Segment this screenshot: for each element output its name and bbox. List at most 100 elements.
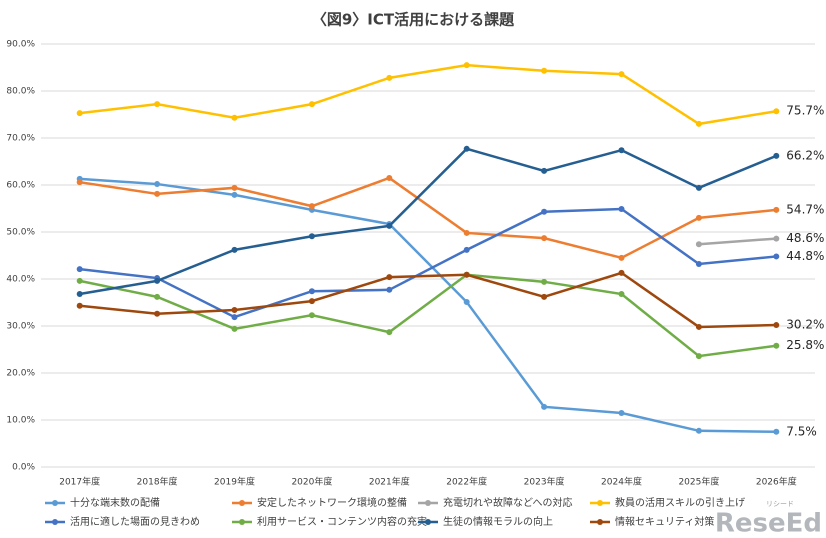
y-tick-label: 40.0% [6, 275, 35, 285]
point [231, 184, 238, 191]
point [541, 167, 548, 174]
point [231, 325, 238, 332]
watermark-sub: リシード [766, 500, 794, 508]
y-tick-label: 70.0% [6, 134, 35, 144]
point [695, 214, 702, 221]
legend-label: 安定したネットワーク環境の整備 [257, 496, 407, 509]
point [541, 278, 548, 285]
point [618, 205, 625, 212]
series-line [79, 63, 777, 126]
point [231, 114, 238, 121]
y-tick-label: 20.0% [6, 369, 35, 379]
point [308, 288, 315, 295]
point [541, 67, 548, 74]
legend-label: 生徒の情報モラルの向上 [443, 515, 553, 528]
legend-dot [425, 519, 431, 525]
value-label: 44.8% [786, 249, 824, 263]
point [76, 302, 83, 309]
point [154, 181, 161, 188]
y-tick-label: 50.0% [6, 228, 35, 238]
point [695, 120, 702, 127]
series-line [79, 207, 777, 319]
point [231, 307, 238, 314]
point [773, 108, 780, 115]
value-label: 30.2% [786, 318, 824, 332]
point [76, 179, 83, 186]
point [154, 310, 161, 317]
legend-label: 活用に適した場面の見きわめ [70, 515, 200, 528]
point [154, 101, 161, 108]
point [695, 260, 702, 267]
series-line [79, 273, 777, 358]
point [308, 101, 315, 108]
legend-dot [239, 500, 245, 506]
point [695, 427, 702, 434]
legend-dot [239, 519, 245, 525]
point [618, 71, 625, 78]
series-line [698, 237, 777, 246]
legend-label: 充電切れや故障などへの対応 [443, 496, 573, 509]
x-tick-label: 2023年度 [524, 476, 565, 488]
value-label: 66.2% [786, 148, 824, 162]
point [618, 291, 625, 298]
point [308, 233, 315, 240]
x-tick-label: 2026年度 [756, 476, 797, 488]
x-tick-label: 2018年度 [137, 476, 178, 488]
point [463, 229, 470, 236]
point [541, 235, 548, 242]
point [76, 110, 83, 117]
point [695, 241, 702, 248]
point [154, 190, 161, 197]
value-label: 54.7% [786, 202, 824, 216]
point [231, 191, 238, 198]
legend-dot [597, 519, 603, 525]
point [154, 277, 161, 284]
x-tick-label: 2024年度 [601, 476, 642, 488]
point [76, 277, 83, 284]
legend-label: 情報セキュリティ対策 [615, 515, 714, 528]
point [76, 291, 83, 298]
point [541, 208, 548, 215]
y-tick-label: 10.0% [6, 416, 35, 426]
y-tick-label: 60.0% [6, 181, 35, 191]
legend-label: 利用サービス・コンテンツ内容の充実 [257, 515, 427, 528]
watermark: ReseEd [715, 509, 822, 538]
y-tick-label: 30.0% [6, 322, 35, 332]
point [386, 174, 393, 181]
point [618, 409, 625, 416]
chart-title: 〈図9〉ICT活用における課題 [312, 11, 515, 29]
legend-dot [52, 500, 58, 506]
point [773, 322, 780, 329]
point [308, 203, 315, 210]
point [463, 62, 470, 69]
point [773, 206, 780, 213]
point [463, 246, 470, 253]
value-label: 25.8% [786, 338, 824, 352]
value-label: 48.6% [786, 231, 824, 245]
point [773, 235, 780, 242]
x-tick-label: 2022年度 [446, 476, 487, 488]
x-tick-label: 2017年度 [59, 476, 100, 488]
x-tick-label: 2021年度 [369, 476, 410, 488]
point [386, 222, 393, 229]
point [773, 428, 780, 435]
point [154, 293, 161, 300]
x-tick-label: 2019年度 [214, 476, 255, 488]
legend-dot [425, 500, 431, 506]
point [76, 266, 83, 273]
legend-dot [52, 519, 58, 525]
point [386, 74, 393, 81]
value-label: 75.7% [786, 104, 824, 118]
series-line [79, 271, 777, 329]
point [773, 253, 780, 260]
point [231, 246, 238, 253]
x-tick-label: 2025年度 [678, 476, 719, 488]
point [618, 147, 625, 154]
series-line [79, 147, 777, 296]
point [541, 293, 548, 300]
point [773, 342, 780, 349]
y-tick-label: 80.0% [6, 87, 35, 97]
point [386, 329, 393, 336]
x-tick-label: 2020年度 [291, 476, 332, 488]
